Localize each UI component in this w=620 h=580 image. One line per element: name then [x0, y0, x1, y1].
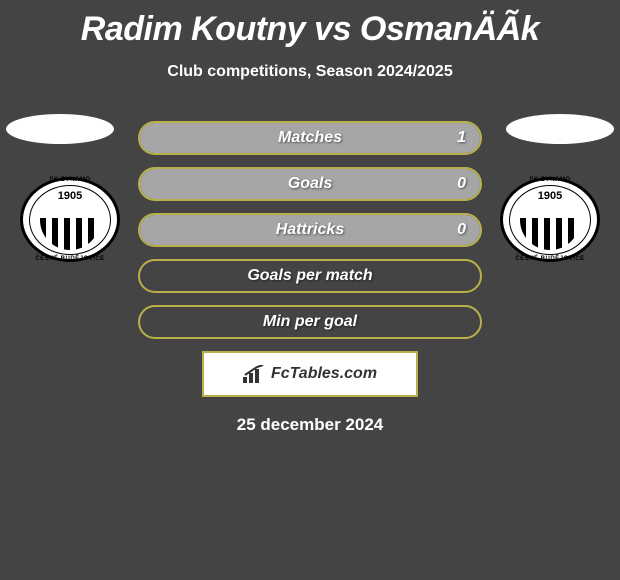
- stat-fill-left: [140, 169, 310, 199]
- stat-value-right: 1: [457, 129, 466, 147]
- page-subtitle: Club competitions, Season 2024/2025: [0, 63, 620, 81]
- stat-label: Goals per match: [247, 267, 372, 285]
- club-logo-inner: 1905: [509, 185, 591, 255]
- club-stripes-icon: [520, 218, 580, 250]
- stat-row: Goals 0: [138, 167, 482, 201]
- player-photo-right: [506, 114, 614, 144]
- page-title: Radim Koutny vs OsmanÄÃ­k: [0, 0, 620, 49]
- date-label: 25 december 2024: [0, 415, 620, 435]
- stat-row: Min per goal: [138, 305, 482, 339]
- stat-value-right: 0: [457, 221, 466, 239]
- club-name-top: SK DYNAMO: [23, 177, 117, 183]
- club-name-bot: ČESKÉ BUDĚJOVICE: [23, 256, 117, 262]
- stat-row: Goals per match: [138, 259, 482, 293]
- stats-container: Matches 1 Goals 0 Hattricks 0 Goals per match M…: [138, 121, 482, 339]
- stat-row: Hattricks 0: [138, 213, 482, 247]
- stat-row: Matches 1: [138, 121, 482, 155]
- club-logo-right: SK DYNAMO 1905 ČESKÉ BUDĚJOVICE: [500, 177, 600, 262]
- player-photo-left: [6, 114, 114, 144]
- club-name-bot: ČESKÉ BUDĚJOVICE: [503, 256, 597, 262]
- stat-label: Goals: [288, 175, 332, 193]
- stat-label: Hattricks: [276, 221, 344, 239]
- branding-badge: FcTables.com: [202, 351, 418, 397]
- chart-icon: [243, 365, 265, 383]
- club-stripes-icon: [40, 218, 100, 250]
- club-name-top: SK DYNAMO: [503, 177, 597, 183]
- club-year: 1905: [538, 190, 562, 202]
- club-logo-left: SK DYNAMO 1905 ČESKÉ BUDĚJOVICE: [20, 177, 120, 262]
- content-area: SK DYNAMO 1905 ČESKÉ BUDĚJOVICE SK DYNAM…: [0, 121, 620, 435]
- club-year: 1905: [58, 190, 82, 202]
- club-logo-inner: 1905: [29, 185, 111, 255]
- stat-label: Matches: [278, 129, 342, 147]
- stat-fill-right: [310, 169, 480, 199]
- branding-text: FcTables.com: [271, 365, 377, 383]
- stat-value-right: 0: [457, 175, 466, 193]
- stat-label: Min per goal: [263, 313, 357, 331]
